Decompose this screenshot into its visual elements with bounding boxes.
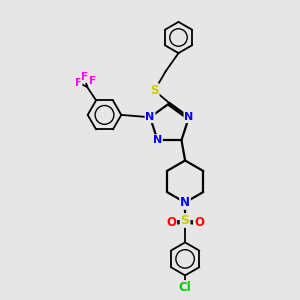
Text: F: F bbox=[88, 76, 96, 86]
Text: Cl: Cl bbox=[179, 281, 191, 294]
Text: N: N bbox=[146, 112, 155, 122]
Text: N: N bbox=[153, 135, 162, 145]
Text: F: F bbox=[81, 72, 88, 82]
Text: N: N bbox=[180, 196, 190, 209]
Text: O: O bbox=[194, 215, 204, 229]
Text: O: O bbox=[166, 215, 176, 229]
Text: N: N bbox=[184, 112, 194, 122]
Text: S: S bbox=[181, 214, 190, 227]
Text: F: F bbox=[74, 78, 82, 88]
Text: S: S bbox=[150, 84, 159, 97]
